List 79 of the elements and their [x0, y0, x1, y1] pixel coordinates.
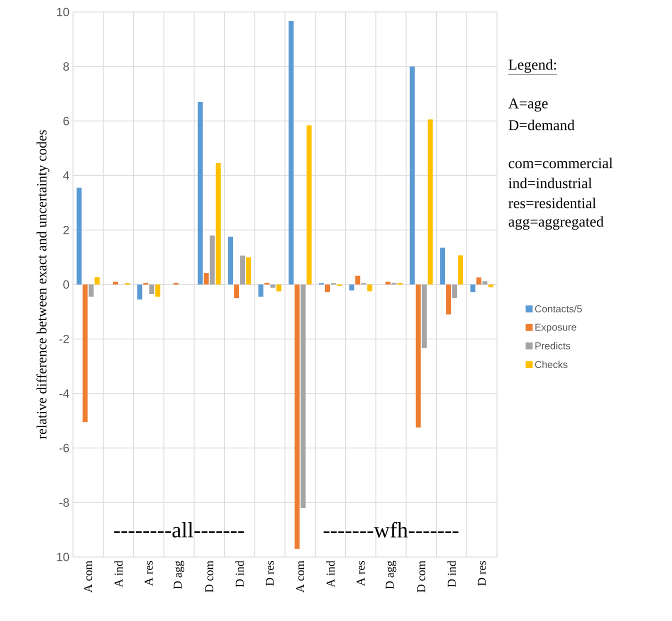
y-tick-label: -6	[59, 444, 69, 452]
bar	[198, 102, 203, 284]
bar	[204, 273, 209, 284]
bar	[94, 277, 100, 284]
bar	[112, 282, 118, 284]
bar	[355, 276, 360, 284]
bar	[288, 20, 294, 284]
bar	[82, 284, 88, 422]
x-tick-label: A com	[296, 560, 304, 593]
text: agg=aggregated	[508, 216, 604, 230]
x-tick-label: A res	[356, 560, 365, 586]
legend-label: Checks	[535, 360, 568, 368]
text: Legend:	[508, 59, 556, 73]
x-tick-label: D ind	[447, 560, 456, 588]
y-tick-label: 10	[57, 8, 70, 16]
text: ind=industrial	[508, 178, 592, 188]
y-tick-label: 8	[63, 62, 69, 71]
bar	[240, 256, 246, 284]
x-tick-label: A com	[84, 560, 92, 593]
y-tick-label: 0	[63, 280, 70, 289]
bar	[258, 284, 264, 297]
y-axis-title: relative difference between exact and uncertainty codes	[36, 130, 50, 439]
bar	[300, 284, 306, 508]
bar	[276, 284, 282, 292]
x-tick-label: D res	[478, 560, 486, 586]
legend-label: Contacts/5	[535, 305, 582, 312]
bar	[488, 284, 494, 288]
text: D=demand	[508, 120, 575, 130]
bar	[270, 284, 276, 288]
x-tick-label: A res	[144, 560, 153, 586]
annotation: --------all-------	[114, 522, 244, 538]
x-tick-label: A ind	[114, 560, 123, 588]
bar	[294, 284, 300, 549]
text: res=residential	[508, 198, 596, 208]
bar	[246, 257, 252, 284]
bar	[416, 284, 421, 428]
bar	[306, 125, 312, 284]
bar	[88, 284, 94, 297]
bar	[367, 284, 372, 292]
y-tick-label: 10	[57, 552, 70, 562]
bar	[458, 255, 464, 284]
legend-label: Exposure	[535, 324, 576, 333]
text: A=age	[508, 98, 548, 112]
bar	[228, 236, 234, 284]
y-tick-label: 4	[63, 171, 70, 180]
bar	[324, 284, 330, 292]
bar	[482, 281, 488, 284]
y-tick-label: 6	[63, 116, 69, 126]
bar	[76, 188, 82, 284]
bar	[410, 66, 415, 284]
bar	[149, 284, 154, 294]
bar	[452, 284, 458, 298]
y-tick-label: -2	[59, 334, 69, 344]
y-tick-label: -4	[59, 389, 70, 398]
bar	[386, 282, 391, 284]
annotation: -------wfh-------	[324, 522, 458, 538]
bar	[137, 284, 142, 300]
y-tick-label: -8	[59, 498, 69, 507]
x-tick-label: D com	[205, 560, 214, 592]
bar	[440, 248, 446, 284]
bar	[349, 284, 354, 290]
legend-label: Predicts	[535, 342, 570, 350]
x-tick-label: D com	[417, 560, 426, 592]
bar	[476, 277, 482, 284]
x-tick-label: D agg	[174, 560, 184, 590]
text: com=commercial	[508, 158, 613, 168]
y-tick-label: 2	[63, 226, 69, 234]
bar	[446, 284, 452, 314]
x-tick-label: D ind	[235, 560, 244, 588]
x-tick-label: D agg	[386, 560, 396, 590]
bar	[428, 119, 433, 284]
bar	[216, 162, 221, 284]
bar	[422, 284, 427, 348]
bar	[234, 284, 240, 298]
bar	[155, 284, 160, 297]
bar	[210, 235, 215, 284]
bar	[470, 284, 476, 292]
x-tick-label: A ind	[326, 560, 335, 588]
x-tick-label: D res	[266, 560, 274, 586]
